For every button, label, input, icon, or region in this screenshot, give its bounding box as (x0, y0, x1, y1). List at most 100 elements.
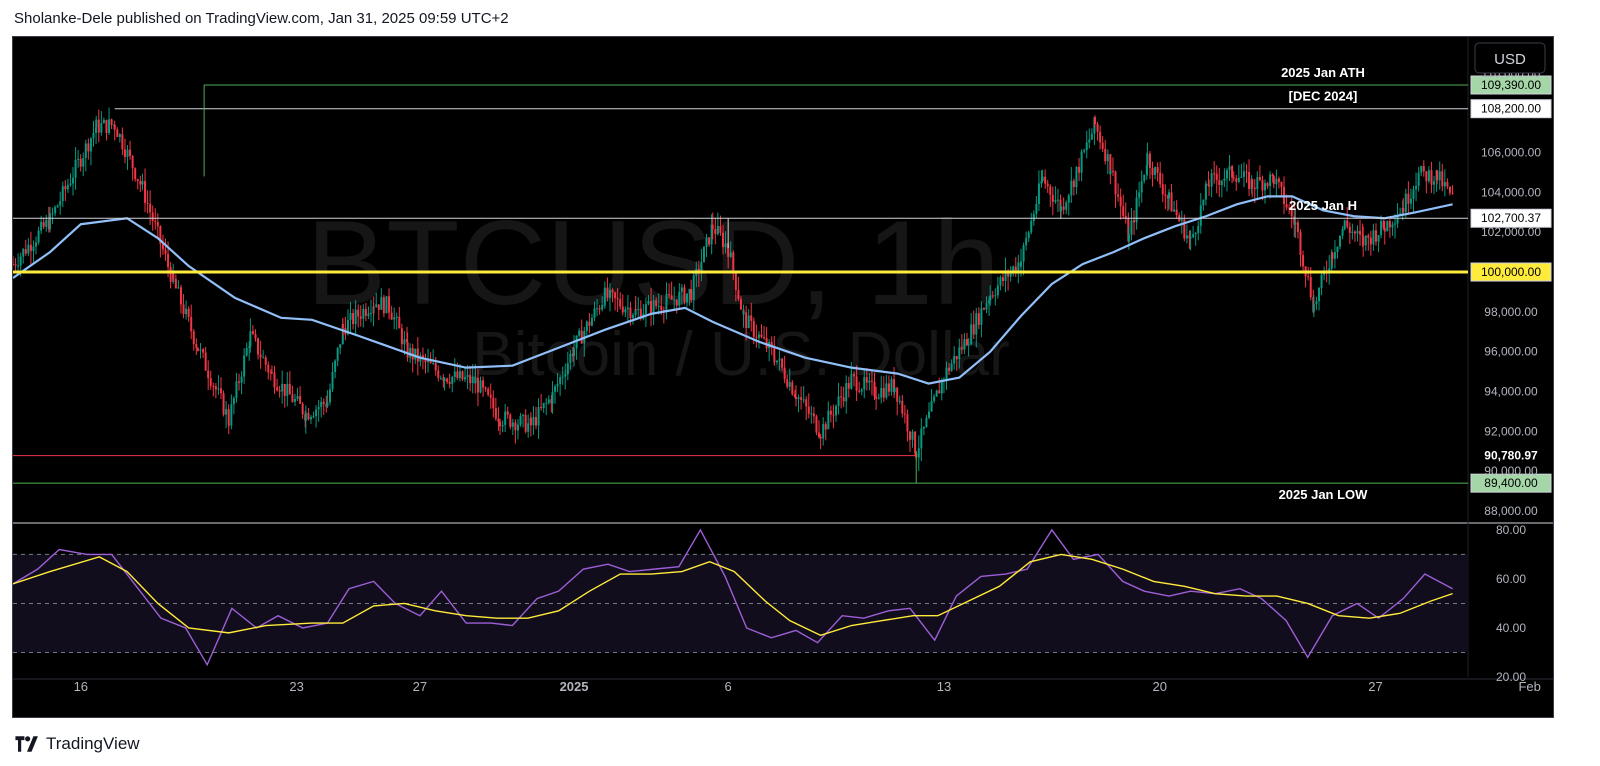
candle-body (619, 299, 622, 307)
candle-body (1336, 246, 1339, 253)
candle-body (953, 356, 956, 364)
candle-body (752, 320, 755, 337)
candle-body (369, 313, 372, 315)
price-tick-3: 102,000.00 (1481, 225, 1541, 239)
candle-body (1383, 227, 1386, 232)
candle-body (626, 307, 629, 310)
candle-body (395, 316, 398, 318)
candle-body (700, 262, 703, 274)
candle-body (575, 335, 578, 349)
candle-body (1240, 176, 1243, 178)
candle-body (47, 219, 50, 230)
price-tag-label-3: 100,000.00 (1481, 265, 1541, 279)
candle-body (1386, 221, 1389, 232)
candle-body (456, 371, 459, 379)
candle-body (1361, 234, 1364, 237)
candle-body (1237, 177, 1240, 182)
candle-body (497, 418, 500, 422)
candle-body (945, 367, 948, 380)
candle-body (908, 431, 911, 440)
candle-body (1151, 168, 1154, 176)
candle-body (37, 230, 40, 243)
candle-body (887, 383, 890, 392)
candle-body (19, 256, 22, 266)
candle-body (1109, 154, 1112, 175)
candle-body (1032, 213, 1035, 221)
currency-button[interactable]: USD (1474, 42, 1546, 74)
chart-svg[interactable]: BTCUSD, 1h Bitcoin / U.S. Dollar 2025 Ja… (13, 37, 1553, 717)
candle-body (529, 417, 532, 426)
candle-body (489, 394, 492, 398)
candle-body (770, 341, 773, 348)
candle-body (965, 339, 968, 346)
candle-body (629, 307, 632, 318)
chart-frame[interactable]: BTCUSD, 1h Bitcoin / U.S. Dollar 2025 Ja… (12, 36, 1554, 718)
candle-body (22, 249, 25, 257)
candle-body (989, 295, 992, 301)
candle-body (487, 388, 490, 395)
candle-body (994, 295, 997, 297)
candle-body (458, 371, 461, 379)
candle-body (259, 354, 262, 358)
candle-body (822, 424, 825, 439)
candle-body (1054, 199, 1057, 202)
candle-body (432, 363, 435, 365)
candle-body (334, 360, 337, 373)
candle-body (855, 376, 858, 391)
price-tag-1 (1470, 99, 1552, 119)
candle-body (1346, 220, 1349, 227)
candle-body (1362, 236, 1365, 246)
candle-body (504, 411, 507, 425)
candle-body (573, 348, 576, 357)
candle-body (1225, 170, 1228, 179)
candle-body (1199, 205, 1202, 226)
candle-body (185, 308, 188, 315)
candle-body (673, 299, 676, 301)
candle-body (1266, 183, 1269, 187)
candle-body (860, 389, 863, 392)
candle-body (129, 149, 132, 157)
candle-body (434, 363, 437, 371)
rsi-tick-2: 40.00 (1496, 621, 1526, 635)
candle-body (336, 347, 339, 361)
candle-body (474, 377, 477, 384)
candle-body (540, 407, 543, 409)
candle-body (935, 390, 938, 397)
candle-body (45, 219, 48, 227)
candle-body (914, 431, 917, 454)
candle-body (136, 179, 139, 182)
candle-body (755, 336, 758, 338)
candle-body (1372, 230, 1375, 245)
candle-body (1111, 170, 1114, 172)
candle-body (1127, 218, 1130, 242)
candle-body (451, 376, 454, 384)
candle-body (364, 308, 367, 316)
candle-body (858, 390, 861, 392)
candle-body (1159, 172, 1162, 185)
candle-body (1146, 153, 1149, 165)
candle-body (1044, 176, 1047, 184)
candle-body (95, 119, 98, 128)
candle-body (527, 423, 530, 432)
footer-brand[interactable]: TradingView (14, 734, 140, 754)
candle-body (760, 334, 763, 337)
candle-body (1017, 262, 1020, 273)
candle-body (819, 436, 822, 439)
candle-body (187, 308, 190, 317)
candle-body (893, 387, 896, 392)
candle-body (564, 374, 567, 377)
candle-body (569, 353, 572, 364)
candle-body (1202, 199, 1205, 206)
candle-body (1170, 192, 1173, 212)
candle-body (1040, 181, 1043, 184)
candle-body (810, 413, 813, 415)
candle-body (72, 177, 75, 184)
candle-body (875, 396, 878, 399)
candle-body (566, 363, 569, 375)
candle-body (1185, 235, 1188, 239)
candle-body (960, 347, 963, 350)
candle-body (675, 299, 678, 306)
candle-body (850, 374, 853, 376)
candle-body (1133, 220, 1136, 223)
candle-body (797, 397, 800, 400)
